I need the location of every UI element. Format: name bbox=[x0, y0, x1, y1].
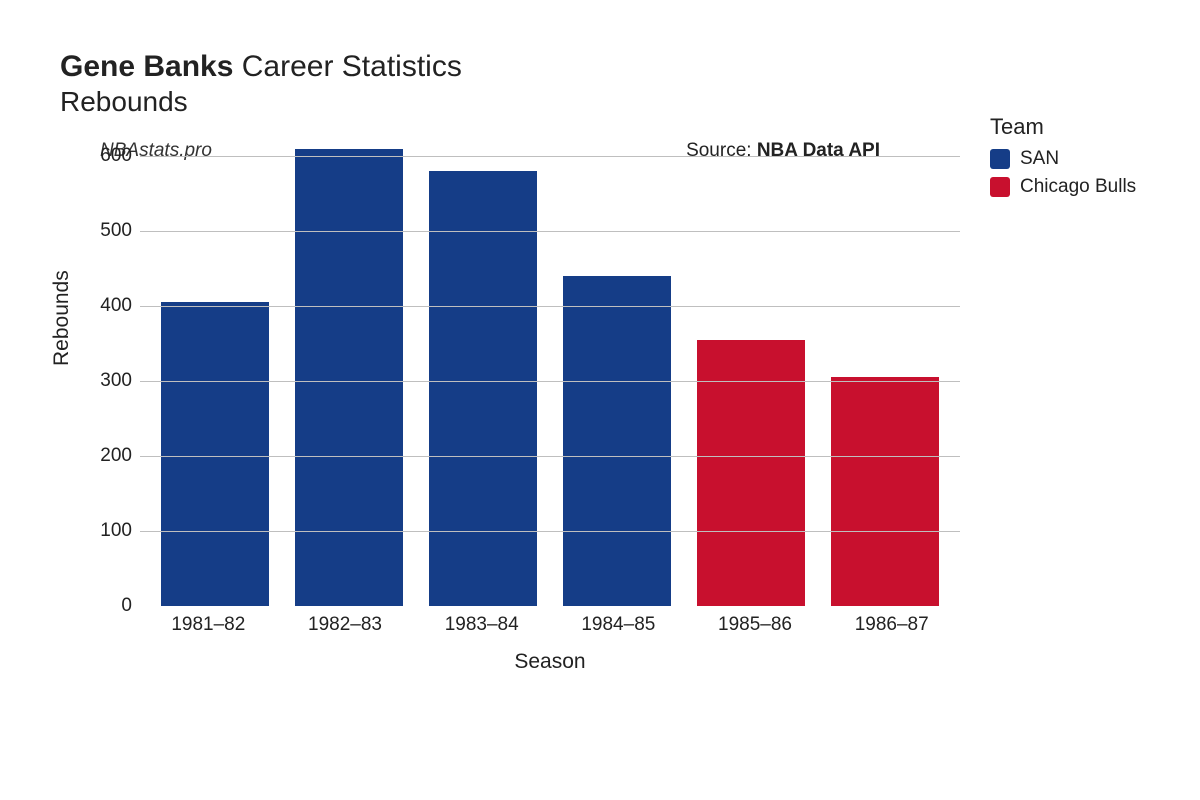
chart-area: NBAstats.pro Source: NBA Data API Reboun… bbox=[60, 126, 1140, 686]
bar bbox=[563, 276, 670, 606]
y-tick-label: 0 bbox=[72, 595, 132, 617]
y-tick-label: 400 bbox=[72, 295, 132, 317]
chart-container: Gene Banks Career Statistics Rebounds NB… bbox=[0, 0, 1200, 800]
bar bbox=[161, 302, 268, 606]
legend-swatch bbox=[990, 177, 1010, 197]
x-tick-label: 1981–82 bbox=[140, 610, 277, 636]
y-ticks: 0100200300400500600 bbox=[60, 126, 140, 606]
x-ticks: 1981–821982–831983–841984–851985–861986–… bbox=[140, 610, 960, 636]
legend-label: SAN bbox=[1020, 148, 1059, 170]
y-tick-label: 300 bbox=[72, 370, 132, 392]
title-block: Gene Banks Career Statistics Rebounds bbox=[60, 50, 1140, 118]
chart-title: Gene Banks Career Statistics bbox=[60, 50, 1140, 84]
bar-slot bbox=[282, 126, 416, 606]
grid-line bbox=[140, 156, 960, 157]
legend: Team SAN Chicago Bulls bbox=[990, 114, 1170, 204]
y-tick-label: 600 bbox=[72, 145, 132, 167]
chart-subtitle: Rebounds bbox=[60, 86, 1140, 118]
plot-area bbox=[140, 126, 960, 606]
bar bbox=[697, 340, 804, 606]
bar-slot bbox=[550, 126, 684, 606]
bar-slot bbox=[148, 126, 282, 606]
legend-items: SAN Chicago Bulls bbox=[990, 148, 1170, 198]
bar bbox=[429, 171, 536, 606]
x-axis-title: Season bbox=[140, 650, 960, 674]
grid-line bbox=[140, 231, 960, 232]
bar-slot bbox=[684, 126, 818, 606]
grid-line bbox=[140, 381, 960, 382]
legend-swatch bbox=[990, 149, 1010, 169]
legend-item: Chicago Bulls bbox=[990, 176, 1170, 198]
bar bbox=[295, 149, 402, 607]
y-tick-label: 100 bbox=[72, 520, 132, 542]
y-tick-label: 500 bbox=[72, 220, 132, 242]
legend-label: Chicago Bulls bbox=[1020, 176, 1136, 198]
grid-line bbox=[140, 456, 960, 457]
bar bbox=[831, 377, 938, 606]
x-tick-label: 1982–83 bbox=[277, 610, 414, 636]
legend-title: Team bbox=[990, 114, 1170, 140]
x-tick-label: 1985–86 bbox=[687, 610, 824, 636]
title-rest: Career Statistics bbox=[233, 50, 461, 83]
bar-slot bbox=[818, 126, 952, 606]
x-tick-label: 1983–84 bbox=[413, 610, 550, 636]
bars-group bbox=[140, 126, 960, 606]
grid-line bbox=[140, 306, 960, 307]
y-tick-label: 200 bbox=[72, 445, 132, 467]
legend-item: SAN bbox=[990, 148, 1170, 170]
bar-slot bbox=[416, 126, 550, 606]
x-tick-label: 1986–87 bbox=[823, 610, 960, 636]
x-tick-label: 1984–85 bbox=[550, 610, 687, 636]
title-bold: Gene Banks bbox=[60, 50, 233, 83]
grid-line bbox=[140, 531, 960, 532]
